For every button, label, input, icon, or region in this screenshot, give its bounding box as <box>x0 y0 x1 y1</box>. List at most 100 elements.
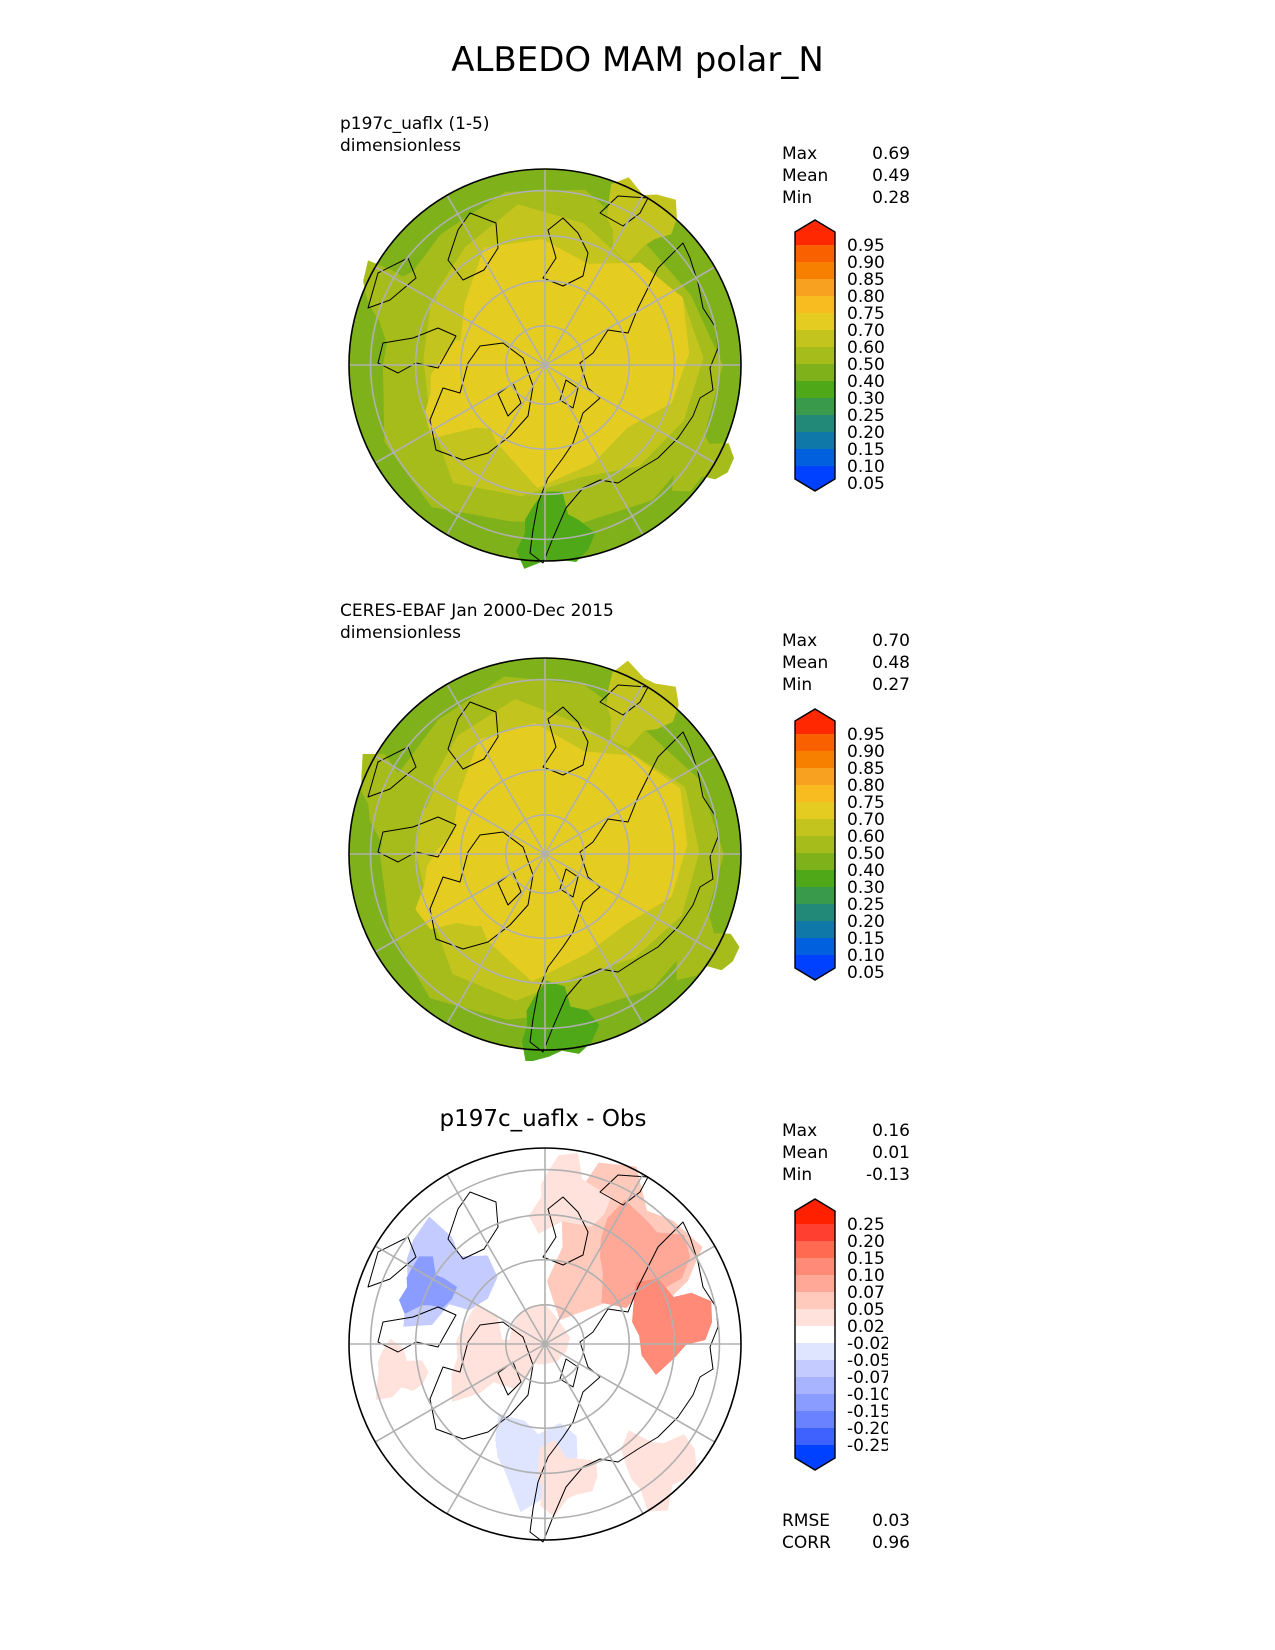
stat-mean-value: 0.01 <box>872 1143 910 1163</box>
coastline <box>559 868 579 898</box>
stat-min-label: Min <box>782 1165 813 1185</box>
colorbar-tick-label: 0.75 <box>847 304 885 324</box>
colorbar-outline <box>794 1198 836 1471</box>
colorbar-tick-label: 0.07 <box>847 1283 885 1303</box>
field-contour <box>676 907 740 981</box>
colorbar-bin <box>795 296 835 313</box>
colorbar-bin <box>795 751 835 768</box>
colorbar-bin <box>795 415 835 432</box>
field-contour <box>522 980 600 1061</box>
field-contour <box>495 1413 578 1513</box>
panel-1-colorbar: 0.950.900.850.800.750.700.600.500.400.30… <box>794 219 885 494</box>
colorbar-bin <box>795 1411 835 1428</box>
panel-2-title-line1: CERES-EBAF Jan 2000-Dec 2015 <box>340 601 614 621</box>
map-boundary <box>348 1147 742 1541</box>
colorbar-tick-label: 0.60 <box>847 827 885 847</box>
field-contour <box>451 1304 538 1402</box>
coastline <box>497 382 522 417</box>
coastline <box>367 746 417 798</box>
corr-value: 0.96 <box>872 1533 910 1553</box>
coastline <box>447 1191 499 1260</box>
colorbar-tick-label: 0.80 <box>847 287 885 307</box>
colorbar-bin <box>795 1275 835 1292</box>
colorbar-bin <box>795 364 835 381</box>
colorbar-bin <box>795 904 835 921</box>
panel-2-colorbar: 0.950.900.850.800.750.700.600.500.400.30… <box>794 708 885 983</box>
coastline <box>497 871 522 906</box>
colorbar-bin-top <box>795 709 835 734</box>
colorbar-bin <box>795 802 835 819</box>
colorbar-bin <box>795 279 835 296</box>
colorbar-tick-label: 0.25 <box>847 1215 885 1235</box>
figure-title: ALBEDO MAM polar_N <box>451 40 824 80</box>
field-layer <box>363 177 734 569</box>
stat-max-value: 0.16 <box>872 1121 910 1141</box>
colorbar-bin <box>795 870 835 887</box>
panel-1-title: p197c_uaflx (1-5) dimensionless <box>340 113 489 157</box>
panel-2-units: dimensionless <box>340 623 461 643</box>
colorbar-tick-label: 0.10 <box>847 1266 885 1286</box>
land-layer <box>367 1174 719 1543</box>
graticule <box>349 1148 741 1540</box>
colorbar-bin-bottom <box>795 955 835 980</box>
colorbar-ticks: 0.250.200.150.100.070.050.02-0.02-0.05-0… <box>847 1215 888 1456</box>
colorbar-tick-label: -0.05 <box>847 1351 888 1371</box>
colorbar-tick-label: -0.15 <box>847 1402 888 1422</box>
field-contour <box>451 723 688 982</box>
coastline <box>377 1306 457 1353</box>
colorbar-bin <box>795 734 835 751</box>
rmse-label: RMSE <box>782 1511 831 1531</box>
colorbar-bin <box>795 1292 835 1309</box>
colorbar-tick-label: 0.05 <box>847 1300 885 1320</box>
meridian-line <box>446 194 644 536</box>
stat-mean-label: Mean <box>782 166 829 186</box>
coastline <box>367 1236 417 1288</box>
colorbar-bin <box>795 836 835 853</box>
field-contour <box>361 753 434 843</box>
coastline <box>559 1358 579 1388</box>
colorbar-bin <box>795 381 835 398</box>
colorbar-bin <box>795 398 835 415</box>
colorbar-tick-label: 0.90 <box>847 253 885 273</box>
colorbar-tick-label: 0.50 <box>847 355 885 375</box>
colorbar-tick-label: 0.20 <box>847 1232 885 1252</box>
colorbar-tick-label: -0.02 <box>847 1334 888 1354</box>
colorbar-ticks: 0.950.900.850.800.750.700.600.500.400.30… <box>847 725 885 983</box>
colorbar-bin-top <box>795 220 835 245</box>
coastline <box>377 816 457 863</box>
colorbar-tick-label: 0.40 <box>847 861 885 881</box>
stat-min-label: Min <box>782 188 813 208</box>
colorbar-ticks: 0.950.900.850.800.750.700.600.500.400.30… <box>847 236 885 494</box>
colorbar-bin <box>795 921 835 938</box>
colorbar-tick-label: 0.30 <box>847 389 885 409</box>
colorbar-bin <box>795 245 835 262</box>
colorbar-bin <box>795 1224 835 1241</box>
colorbar-bin <box>795 1394 835 1411</box>
colorbar-bin <box>795 1343 835 1360</box>
colorbar-tick-label: -0.25 <box>847 1436 888 1456</box>
colorbar-bin <box>795 262 835 279</box>
colorbar-outline <box>794 219 836 492</box>
colorbar-tick-label: 0.85 <box>847 270 885 290</box>
colorbar-tick-label: 0.30 <box>847 878 885 898</box>
colorbar-bin <box>795 449 835 466</box>
colorbar-tick-label: 0.05 <box>847 963 885 983</box>
colorbar-tick-label: 0.95 <box>847 725 885 745</box>
coastline <box>497 1361 522 1396</box>
stat-mean-value: 0.49 <box>872 166 910 186</box>
field-contour <box>459 239 690 488</box>
colorbar-bin <box>795 887 835 904</box>
colorbar-bin <box>795 432 835 449</box>
colorbar-bin-bottom <box>795 1445 835 1470</box>
colorbar-bins <box>795 709 835 980</box>
field-contour <box>363 260 437 345</box>
panel-1-title-line1: p197c_uaflx (1-5) <box>340 114 490 134</box>
map-boundary <box>348 168 742 562</box>
colorbar-tick-label: 0.15 <box>847 440 885 460</box>
coastline <box>542 1196 589 1266</box>
colorbar-tick-label: 0.10 <box>847 457 885 477</box>
stat-max-label: Max <box>782 144 818 164</box>
stat-mean-value: 0.48 <box>872 653 910 673</box>
panel-3-stats: Max 0.16 Mean 0.01 Min -0.13 <box>782 1120 910 1186</box>
coastline <box>447 701 499 770</box>
